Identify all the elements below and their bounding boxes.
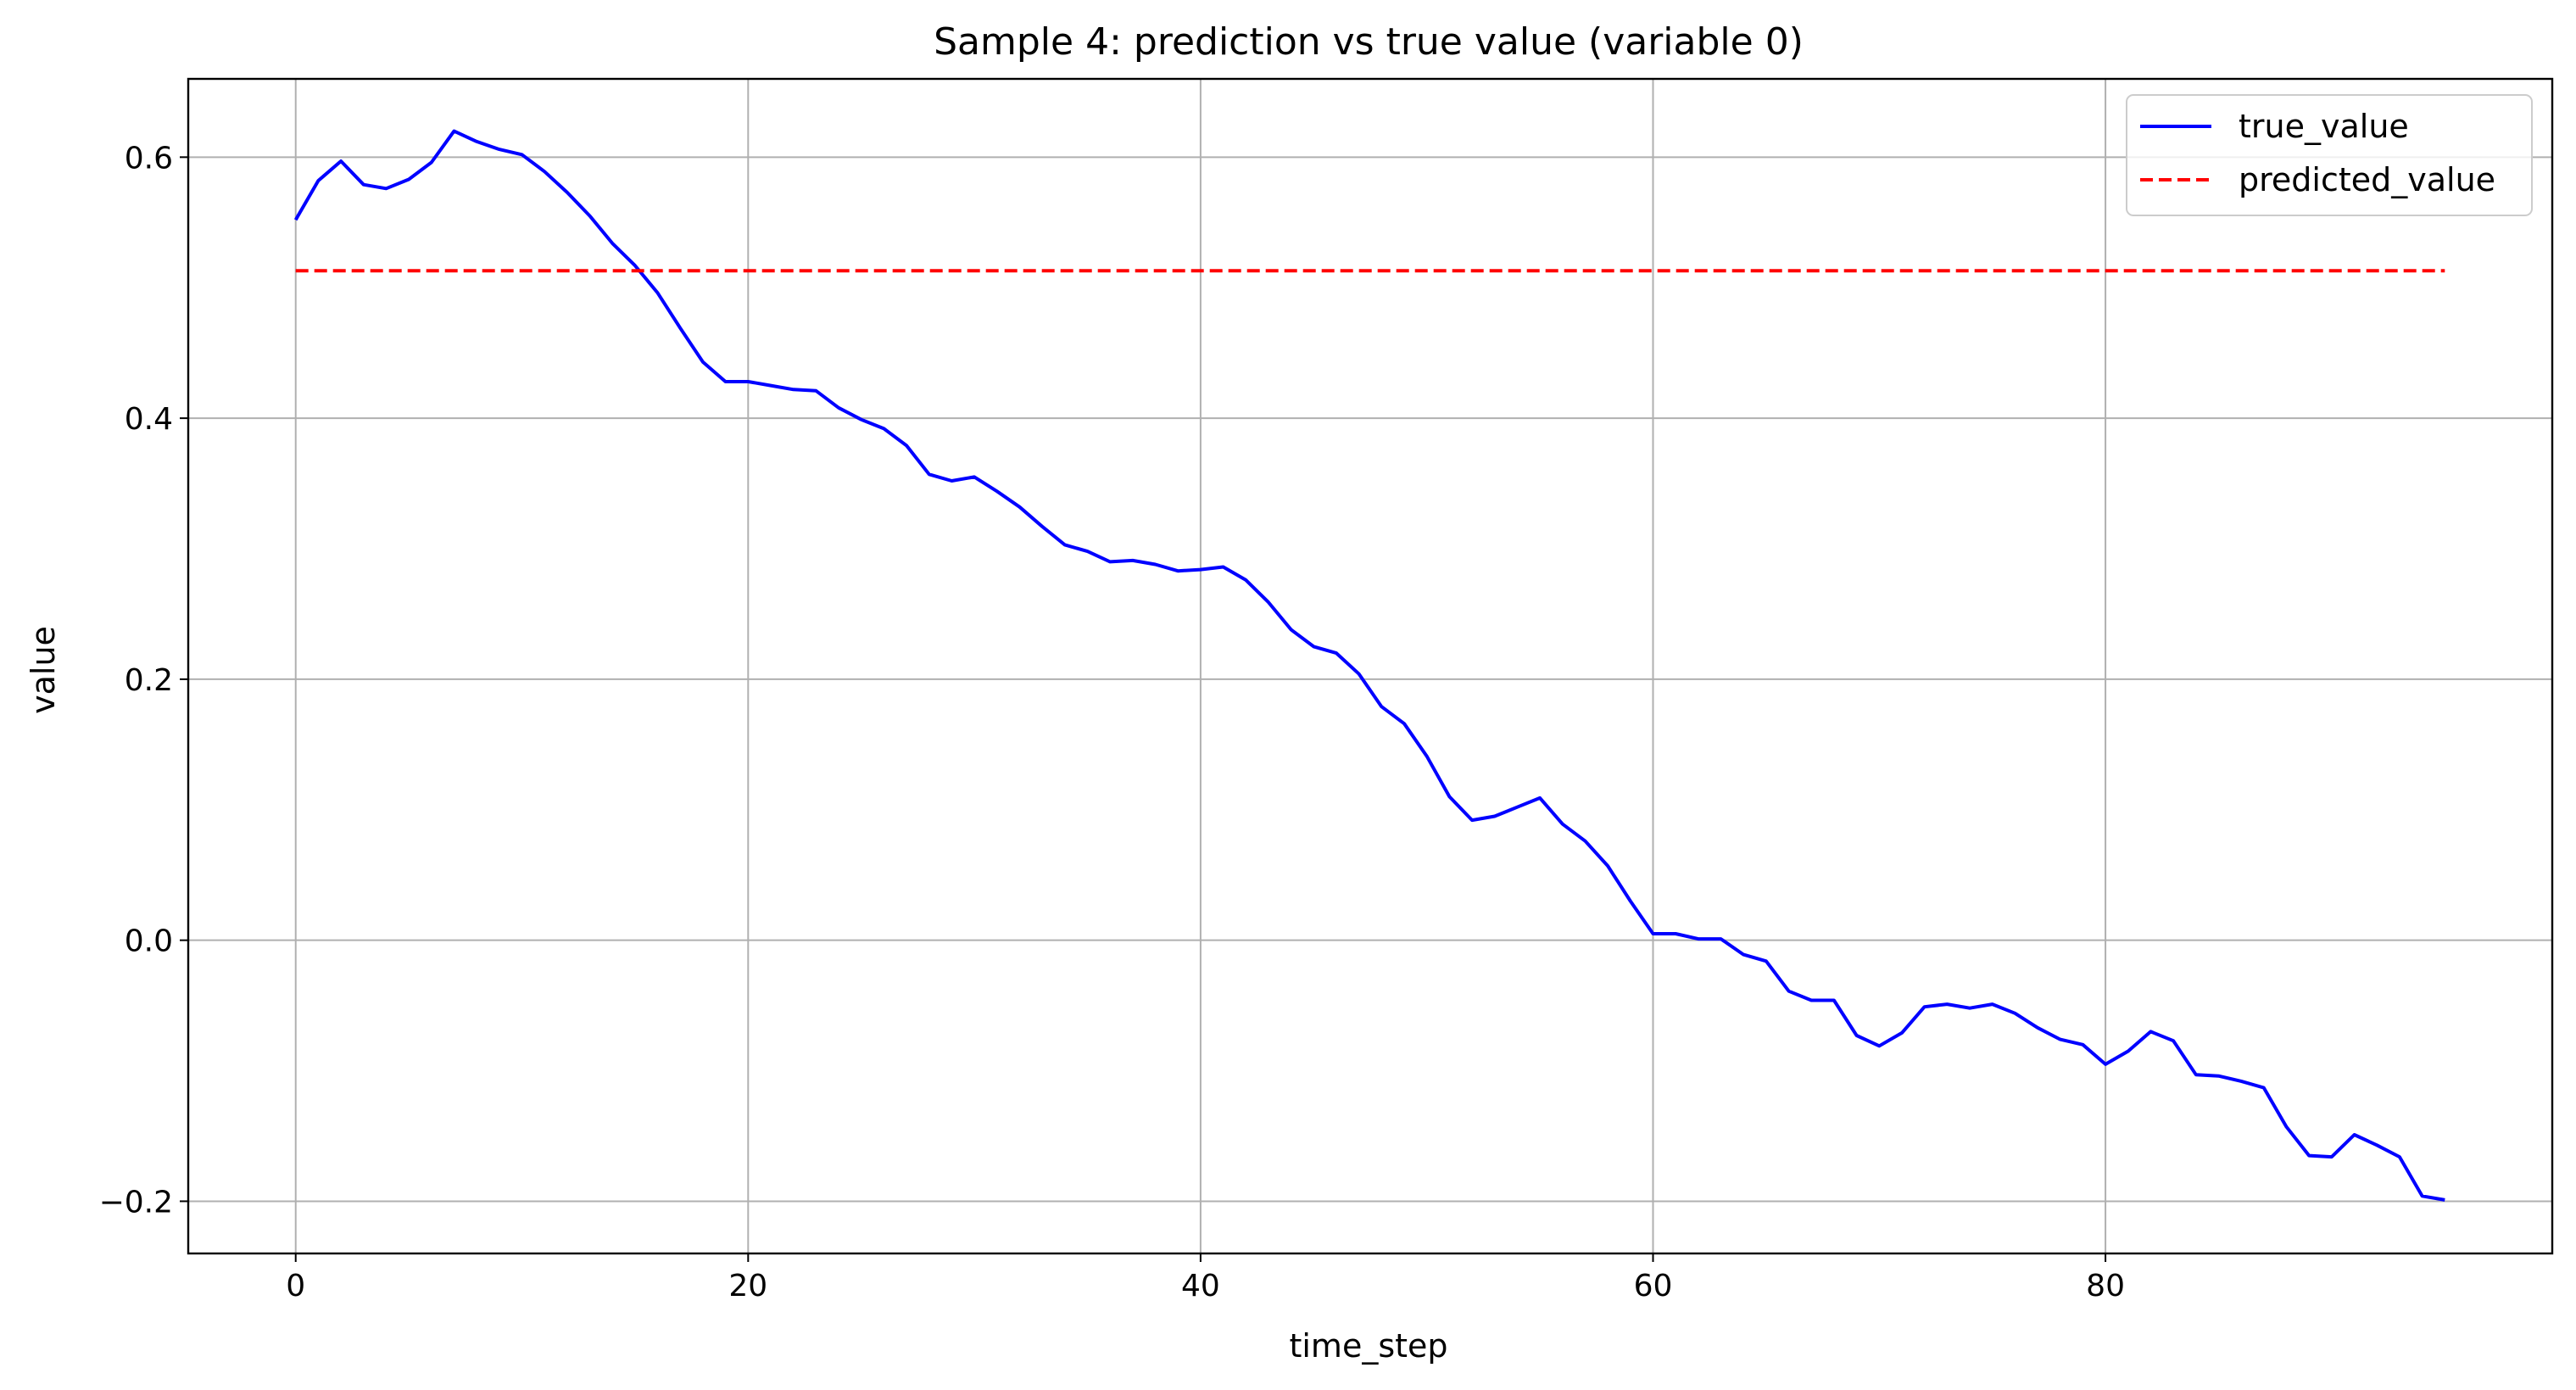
legend-label-true-value: true_value	[2239, 108, 2409, 145]
chart-title: Sample 4: prediction vs true value (vari…	[934, 20, 1804, 64]
x-tick-label: 60	[1634, 1269, 1673, 1303]
y-tick-label: 0.0	[125, 924, 173, 959]
x-tick-label: 0	[286, 1269, 305, 1303]
x-tick-label: 40	[1181, 1269, 1220, 1303]
y-tick-label: 0.6	[125, 141, 173, 176]
y-tick-label: −0.2	[99, 1185, 173, 1220]
x-tick-label: 80	[2086, 1269, 2125, 1303]
x-axis-label: time_step	[1289, 1327, 1447, 1365]
legend: true_value predicted_value	[2127, 95, 2532, 215]
y-tick-label: 0.4	[125, 402, 173, 437]
y-tick-label: 0.2	[125, 663, 173, 698]
legend-label-predicted-value: predicted_value	[2239, 161, 2495, 198]
x-tick-label: 20	[728, 1269, 767, 1303]
y-axis-label: value	[25, 626, 62, 714]
